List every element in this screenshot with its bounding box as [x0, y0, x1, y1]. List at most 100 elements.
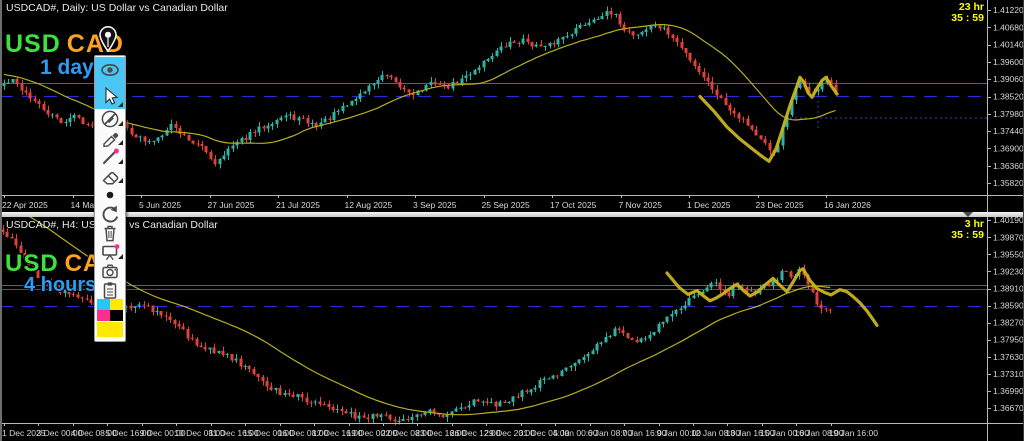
candle-body — [5, 232, 9, 237]
pen-annotation-drawing[interactable] — [665, 267, 879, 327]
candle-body — [630, 338, 634, 340]
palette-black-swatch[interactable] — [110, 310, 123, 321]
candle-body — [807, 87, 811, 93]
candle-body — [20, 83, 24, 91]
candle-body — [125, 122, 129, 128]
candle-body — [759, 135, 763, 139]
h4-chart-canvas[interactable]: 1.40190 1.39870 1.39550 1.39230 1.38910 1.385… — [0, 217, 1024, 441]
candle-body — [410, 416, 414, 420]
pen-annotation-drawing[interactable] — [698, 75, 839, 163]
time-tick-label: 23 Dec 16:00 — [415, 428, 466, 438]
tool-dot-button[interactable] — [95, 185, 125, 204]
candle-body — [811, 284, 815, 293]
time-tick-label: 31 Dec 04:00 — [519, 428, 570, 438]
candle-body — [287, 393, 291, 395]
candle-body — [77, 115, 81, 118]
candle-body — [27, 258, 31, 266]
tool-camera-button[interactable] — [95, 261, 125, 280]
color-palette-grid — [95, 299, 125, 321]
panel-splitter[interactable] — [0, 212, 1024, 217]
candle-body — [702, 71, 706, 78]
candle-body — [714, 282, 718, 284]
candle-body — [696, 294, 700, 296]
candle-body — [670, 313, 674, 317]
tool-eraser-button[interactable] — [95, 166, 125, 185]
candle-body — [313, 401, 317, 403]
palette-cyan-swatch[interactable] — [97, 299, 110, 310]
candle-body — [794, 87, 798, 100]
candle-body — [376, 80, 380, 85]
candle-body — [261, 377, 265, 382]
candle-body — [816, 89, 820, 92]
candle-body — [533, 387, 537, 390]
candle-body — [209, 151, 213, 160]
candle-body — [433, 81, 437, 85]
candle-body — [6, 82, 10, 84]
candle-body — [196, 143, 200, 145]
tool-clipboard-button[interactable] — [95, 280, 125, 299]
candle-body — [85, 298, 89, 300]
candle-body — [357, 415, 361, 419]
candle-body — [225, 353, 229, 356]
candle-body — [138, 136, 142, 138]
tool-undo-button[interactable] — [95, 204, 125, 223]
pen-off-icon — [101, 110, 119, 127]
axes[interactable]: 1.40190 1.39870 1.39550 1.39230 1.38910 1.385… — [0, 217, 1024, 441]
candle-body — [288, 114, 292, 116]
price-tick-label: 1.36670 — [993, 403, 1024, 413]
candle-body — [675, 38, 679, 43]
candle-body — [159, 311, 163, 316]
axes[interactable]: 1.41220 1.40680 1.40140 1.39600 1.39060 1.385… — [0, 0, 1024, 212]
candle-body — [731, 287, 735, 296]
candle-body — [50, 114, 54, 116]
tool-marker-button[interactable] — [95, 128, 125, 147]
candle-body — [416, 90, 420, 96]
candle-body — [626, 333, 630, 338]
candle-body — [218, 159, 222, 164]
candle-body — [499, 46, 503, 51]
candle-body — [547, 378, 551, 380]
candle-body — [649, 26, 653, 30]
price-tick-label: 1.38520 — [993, 92, 1024, 102]
pen-nib-icon[interactable] — [98, 25, 118, 53]
candle-body — [292, 114, 296, 121]
candle-body — [595, 343, 599, 351]
tool-line-pen-button[interactable] — [95, 147, 125, 166]
tool-pen-off-button[interactable] — [95, 109, 125, 128]
candle-body — [705, 287, 709, 292]
palette-magenta-swatch[interactable] — [97, 310, 110, 321]
daily-chart-canvas[interactable]: 1.41220 1.40680 1.40140 1.39600 1.39060 1.385… — [0, 0, 1024, 213]
time-tick-label: 7 Jan 16:00 — [622, 428, 667, 438]
candle-body — [217, 351, 221, 353]
candle-body — [560, 370, 564, 377]
candle-body — [511, 396, 515, 402]
annotation-toolbar — [94, 55, 126, 342]
candle-body — [59, 117, 63, 123]
tool-board-button[interactable] — [95, 242, 125, 261]
candle-body — [181, 326, 185, 329]
candle-body — [680, 42, 684, 48]
tool-cursor-button[interactable] — [95, 83, 125, 109]
candle-body — [455, 81, 459, 85]
candle-body — [534, 44, 538, 47]
time-tick-label: 22 Apr 2025 — [2, 200, 48, 210]
candle-body — [599, 342, 603, 344]
candle-body — [542, 378, 546, 381]
candle-body — [142, 304, 146, 306]
tool-trash-button[interactable] — [95, 223, 125, 242]
candle-body — [468, 74, 472, 76]
candle-body — [627, 30, 631, 32]
candle-body — [728, 105, 732, 111]
candle-body — [490, 56, 494, 60]
candle-body — [262, 126, 266, 129]
price-tick-label: 1.41220 — [993, 5, 1024, 15]
candle-body — [379, 414, 383, 417]
palette-yellow-swatch[interactable] — [110, 299, 123, 310]
tool-eye-button[interactable] — [95, 57, 125, 83]
candle-body — [781, 127, 785, 146]
candle-body — [614, 14, 618, 15]
price-tick-label: 1.39870 — [993, 232, 1024, 242]
candle-body — [350, 101, 354, 106]
active-color-button[interactable] — [95, 321, 125, 338]
candle-body — [666, 27, 670, 35]
